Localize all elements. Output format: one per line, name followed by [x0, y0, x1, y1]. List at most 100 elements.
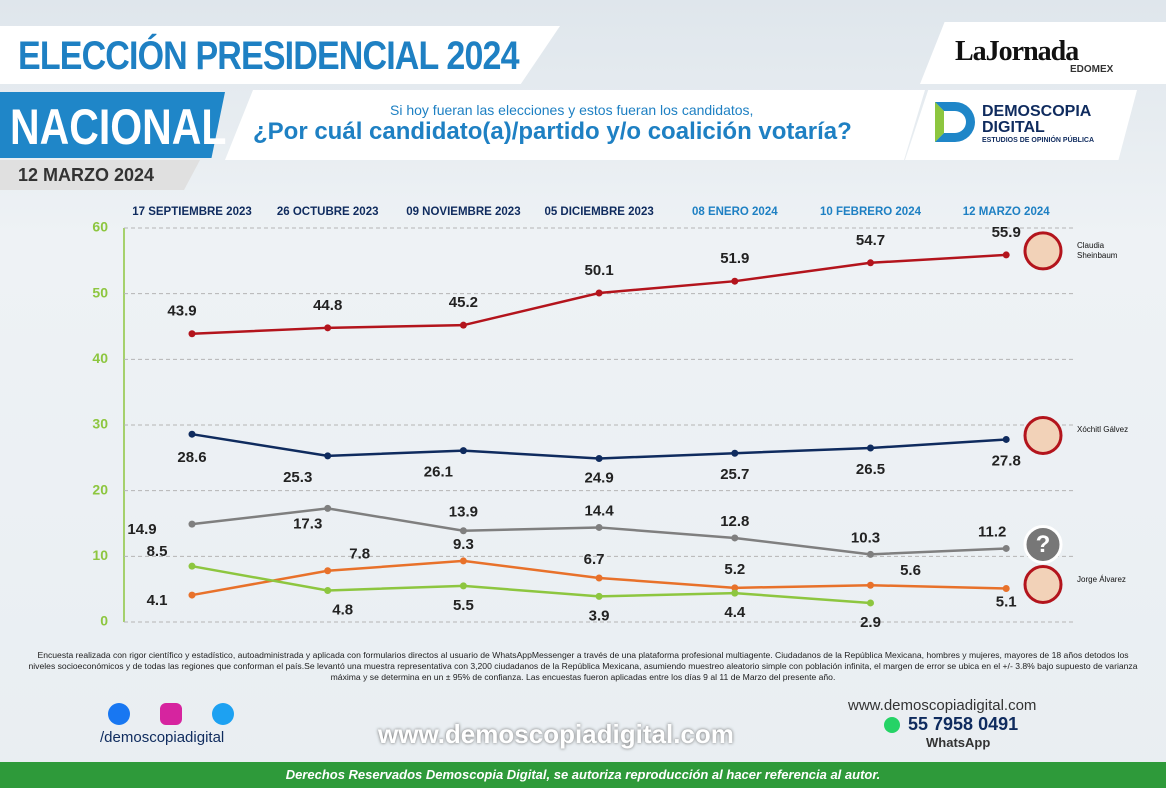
point [188, 520, 196, 528]
chart: 0 10 20 30 40 50 60 17 SEPTIEMBRE 2023 26 OCTUBR… [92, 206, 1075, 631]
data-label: 24.9 [584, 469, 613, 486]
point [324, 586, 332, 594]
question: ¿Por cuál candidato(a)/partido y/o coali… [253, 118, 852, 145]
data-label: 2.9 [860, 614, 881, 631]
y-tick-label: 30 [92, 416, 108, 432]
x-tick-label: 08 ENERO 2024 [692, 206, 778, 218]
point [867, 550, 874, 558]
question-box [225, 90, 925, 160]
data-label: 17.3 [293, 515, 322, 532]
data-label: 5.2 [724, 561, 745, 578]
region: NACIONAL [10, 99, 227, 155]
point [188, 591, 196, 599]
whatsapp-icon [884, 717, 900, 733]
date: 12 MARZO 2024 [18, 165, 155, 185]
newspaper-logo: LaJornada [955, 36, 1079, 67]
data-label: 28.6 [177, 449, 206, 466]
twitter-icon [212, 703, 234, 725]
point [324, 504, 332, 512]
point [867, 259, 874, 267]
newspaper-sub: EDOMEX [1070, 64, 1114, 75]
point [188, 562, 196, 570]
question-intro: Si hoy fueran las elecciones y estos fue… [390, 102, 754, 118]
data-label: 26.5 [856, 461, 885, 478]
y-tick-label: 40 [92, 350, 108, 366]
data-label: 4.4 [724, 604, 746, 621]
y-tick-label: 50 [92, 284, 108, 300]
website: www.demoscopiadigital.com [378, 719, 734, 749]
data-label: 43.9 [167, 303, 196, 320]
phone: 55 7958 0491 [908, 714, 1019, 734]
data-label: 12.8 [720, 513, 749, 530]
x-tick-label: 09 NOVIEMBRE 2023 [406, 206, 520, 218]
point [731, 449, 739, 457]
legend-label: Xóchitl Gálvez [1077, 425, 1129, 435]
legend-icon [1023, 524, 1063, 564]
rights: Derechos Reservados Demoscopia Digital, … [285, 767, 881, 782]
point [459, 582, 467, 590]
data-label: 25.7 [720, 466, 749, 483]
data-label: 10.3 [851, 529, 880, 546]
logo-box [920, 22, 1166, 84]
x-tick-label: 26 OCTUBRE 2023 [277, 206, 379, 218]
point [867, 599, 874, 607]
data-label: 4.8 [332, 601, 353, 618]
legend-label: ? [1036, 531, 1051, 558]
point [731, 584, 739, 592]
social-handle: /demoscopiadigital [100, 729, 225, 746]
point [1002, 251, 1010, 259]
date-box [0, 160, 200, 190]
data-label: 5.6 [900, 562, 921, 579]
facebook-icon [108, 703, 130, 725]
point [595, 454, 603, 462]
x-tick-label: 17 SEPTIEMBRE 2023 [132, 206, 252, 218]
data-label: 4.1 [147, 592, 168, 609]
website-small: www.demoscopiadigital.com [848, 697, 1037, 714]
data-label: 7.8 [349, 546, 370, 563]
point [867, 581, 874, 589]
methodology-note: Encuesta realizada con rigor científico … [28, 650, 1138, 682]
series-line [191, 432, 1007, 460]
data-label: 55.9 [992, 224, 1021, 241]
point [324, 452, 332, 460]
point [595, 289, 603, 297]
data-label: 45.2 [449, 294, 478, 311]
point [731, 534, 739, 542]
pollster-icon [935, 102, 975, 142]
point [459, 447, 467, 455]
whatsapp-label: WhatsApp [926, 735, 991, 750]
data-label: 54.7 [856, 232, 885, 249]
legend-label: Jorge Álvarez [1077, 574, 1126, 584]
point [324, 324, 332, 332]
legend-icon [1023, 415, 1063, 455]
data-label: 6.7 [584, 551, 605, 568]
x-tick-label: 05 DICIEMBRE 2023 [544, 206, 653, 218]
y-tick-label: 60 [92, 219, 108, 235]
title-bar [0, 26, 560, 84]
legend-icon [1023, 231, 1063, 271]
point [867, 444, 874, 452]
data-label: 25.3 [283, 469, 312, 486]
data-label: 14.9 [127, 521, 156, 538]
y-tick-label: 0 [100, 613, 108, 629]
data-label: 51.9 [720, 250, 749, 267]
x-tick-label: 10 FEBRERO 2024 [820, 206, 922, 218]
rights-bar [0, 762, 1166, 788]
data-label: 50.1 [584, 262, 613, 279]
point [1002, 544, 1010, 552]
point [595, 592, 603, 600]
data-label: 13.9 [449, 504, 478, 521]
point [595, 523, 603, 531]
legend-icon [1023, 565, 1063, 605]
y-tick-label: 10 [92, 547, 108, 563]
point [188, 430, 196, 438]
data-label: 11.2 [978, 523, 1006, 540]
region-box [0, 92, 225, 158]
data-label: 5.5 [453, 597, 474, 614]
point [731, 277, 739, 285]
data-label: 5.1 [996, 593, 1017, 610]
data-label: 8.5 [147, 543, 168, 560]
instagram-icon [160, 703, 182, 725]
data-label: 27.8 [992, 452, 1021, 469]
point [459, 557, 467, 565]
